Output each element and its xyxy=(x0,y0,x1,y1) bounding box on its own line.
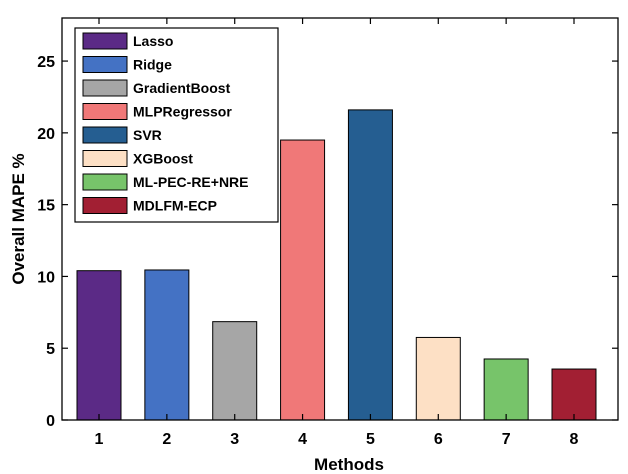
axes-group: 0 5 10 15 20 25 1 2 3 4 5 6 7 8 xyxy=(37,17,619,448)
legend-swatch xyxy=(82,32,128,50)
legend-label: XGBoost xyxy=(133,151,193,167)
x-tick-label: 2 xyxy=(162,431,171,448)
bar-svr xyxy=(347,109,393,421)
bar-mdlfm-ecp xyxy=(551,368,597,421)
legend-swatch xyxy=(82,126,128,144)
legend-label: Ridge xyxy=(133,57,172,73)
legend-label: MLPRegressor xyxy=(133,104,232,120)
legend-label: MDLFM-ECP xyxy=(133,198,217,214)
x-tick-label: 6 xyxy=(434,431,443,448)
legend-swatch xyxy=(82,56,128,73)
bar-xgboost xyxy=(415,336,461,421)
axes-box xyxy=(61,17,619,421)
legend-swatch xyxy=(82,150,128,167)
x-tick-label: 8 xyxy=(570,431,579,448)
bar-mlpregressor xyxy=(280,139,326,421)
y-tick-label: 10 xyxy=(37,269,55,286)
legend-label: ML-PEC-RE+NRE xyxy=(133,174,249,190)
y-axis-title: Overall MAPE % xyxy=(9,153,28,284)
bar-ridge xyxy=(144,269,190,421)
x-axis-title: Methods xyxy=(314,455,384,474)
x-tick-label: 5 xyxy=(366,431,375,448)
legend-label: SVR xyxy=(133,127,162,143)
y-tick-label: 5 xyxy=(46,341,55,358)
legend-label: Lasso xyxy=(133,33,173,49)
y-tick-label: 15 xyxy=(37,198,55,215)
bar-lasso xyxy=(76,270,122,421)
y-tick-label: 20 xyxy=(37,126,55,143)
x-tick-label: 1 xyxy=(95,431,104,448)
bars-group xyxy=(76,109,597,421)
x-tick-label: 4 xyxy=(298,431,307,448)
legend-swatch xyxy=(82,173,128,191)
legend-swatch xyxy=(82,197,128,214)
y-tick-label: 0 xyxy=(46,413,55,430)
x-tick-label: 3 xyxy=(230,431,239,448)
bar-gradientboost xyxy=(212,321,258,421)
legend-swatch xyxy=(82,103,128,120)
bar-ml-pec-re-nre xyxy=(483,358,529,421)
x-tick-label: 7 xyxy=(502,431,511,448)
legend: Lasso Ridge GradientBoost MLPRegressor SVR XG… xyxy=(74,27,279,223)
y-tick-label: 25 xyxy=(37,54,55,71)
legend-swatch xyxy=(82,79,128,97)
legend-label: GradientBoost xyxy=(133,80,231,96)
